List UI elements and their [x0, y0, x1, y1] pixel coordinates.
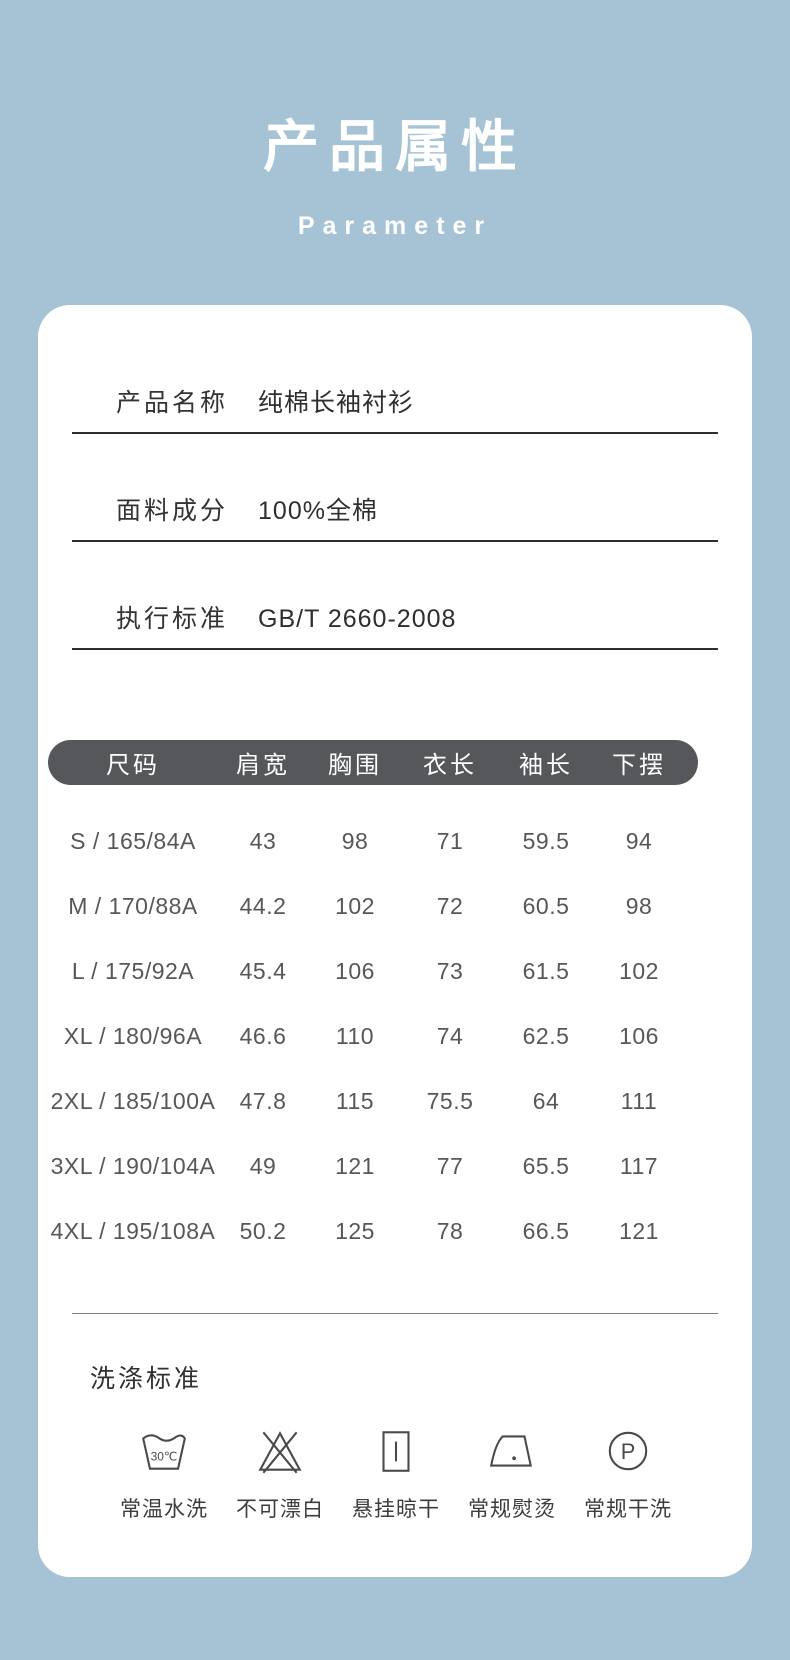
cell: 111	[620, 1088, 658, 1114]
cell: 74	[436, 1023, 464, 1049]
cell: 60.5	[522, 893, 570, 919]
cell-size: L / 175/92A	[71, 958, 195, 984]
dry-clean-icon: P	[602, 1425, 654, 1477]
cell: 98	[625, 893, 653, 919]
product-info-section: 产品名称 纯棉长袖衬衫 面料成分 100%全棉 执行标准 GB/T 2660-2…	[38, 305, 752, 650]
cell: 75.5	[426, 1088, 474, 1114]
cell: 46.6	[239, 1023, 287, 1049]
wash-label: 常规干洗	[584, 1498, 672, 1521]
cell: 121	[335, 1153, 375, 1179]
table-row: 4XL / 195/108A 50.2 125 78 66.5 121	[48, 1199, 698, 1264]
cell: 71	[436, 828, 464, 854]
cell-size: 2XL / 185/100A	[50, 1088, 216, 1114]
cell-size: XL / 180/96A	[63, 1023, 203, 1049]
table-row: L / 175/92A 45.4 106 73 61.5 102	[48, 939, 698, 1004]
no-bleach-icon	[254, 1425, 306, 1477]
col-size: 尺码	[106, 752, 160, 779]
cell: 98	[341, 828, 369, 854]
cell: 117	[619, 1153, 659, 1179]
cell: 115	[335, 1088, 375, 1114]
table-row: 3XL / 190/104A 49 121 77 65.5 117	[48, 1134, 698, 1199]
wash-item: 悬挂晾干	[338, 1425, 454, 1523]
washing-icons-row: 30℃ 常温水洗 不可漂白	[106, 1425, 686, 1523]
wash-label: 常规熨烫	[468, 1498, 556, 1521]
page-title: 产品属性	[263, 115, 527, 178]
col-chest: 胸围	[328, 752, 382, 779]
product-info-row: 产品名称 纯棉长袖衬衫	[72, 383, 718, 434]
size-table-header: 尺码 肩宽 胸围 衣长 袖长 下摆	[48, 740, 698, 785]
info-value: 纯棉长袖衬衫	[258, 389, 415, 417]
cell: 62.5	[522, 1023, 570, 1049]
cell: 47.8	[239, 1088, 287, 1114]
cell: 94	[625, 828, 653, 854]
cell: 73	[436, 958, 464, 984]
page-subtitle: Parameter	[297, 212, 493, 240]
table-row: XL / 180/96A 46.6 110 74 62.5 106	[48, 1004, 698, 1069]
wash-temp-text: 30℃	[151, 1449, 178, 1463]
cell-size: 4XL / 195/108A	[50, 1218, 216, 1244]
col-hem: 下摆	[612, 752, 666, 779]
section-divider	[72, 1313, 718, 1314]
wash-label: 不可漂白	[236, 1498, 324, 1521]
table-row: M / 170/88A 44.2 102 72 60.5 98	[48, 874, 698, 939]
cell: 59.5	[522, 828, 570, 854]
cell: 102	[619, 958, 659, 984]
cell: 106	[335, 958, 375, 984]
cell: 49	[249, 1153, 277, 1179]
iron-icon	[486, 1425, 538, 1477]
hang-dry-icon	[370, 1425, 422, 1477]
size-table: 尺码 肩宽 胸围 衣长 袖长 下摆 S / 165/84A 43 98 71 5…	[38, 740, 752, 1264]
dry-clean-letter: P	[621, 1439, 636, 1464]
cell: 78	[436, 1218, 464, 1244]
cell: 64	[532, 1088, 560, 1114]
table-row: S / 165/84A 43 98 71 59.5 94	[48, 809, 698, 874]
product-card: 产品名称 纯棉长袖衬衫 面料成分 100%全棉 执行标准 GB/T 2660-2…	[38, 305, 752, 1577]
product-info-row: 执行标准 GB/T 2660-2008	[72, 599, 718, 650]
info-value: GB/T 2660-2008	[258, 605, 457, 633]
table-row: 2XL / 185/100A 47.8 115 75.5 64 111	[48, 1069, 698, 1134]
info-label: 面料成分	[116, 497, 229, 525]
wash-item: P 常规干洗	[570, 1425, 686, 1523]
info-value: 100%全棉	[258, 497, 378, 525]
cell: 66.5	[522, 1218, 570, 1244]
product-info-row: 面料成分 100%全棉	[72, 491, 718, 542]
wash-30c-icon: 30℃	[138, 1425, 190, 1477]
cell: 106	[619, 1023, 659, 1049]
wash-item: 不可漂白	[222, 1425, 338, 1523]
col-sleeve: 袖长	[519, 752, 573, 779]
cell: 45.4	[239, 958, 287, 984]
wash-label: 悬挂晾干	[352, 1498, 440, 1521]
wash-item: 30℃ 常温水洗	[106, 1425, 222, 1523]
col-shoulder: 肩宽	[236, 752, 290, 779]
washing-heading: 洗涤标准	[90, 1365, 203, 1393]
cell: 44.2	[239, 893, 287, 919]
cell: 77	[436, 1153, 464, 1179]
size-table-body: S / 165/84A 43 98 71 59.5 94 M / 170/88A…	[48, 809, 698, 1264]
wash-label: 常温水洗	[120, 1498, 208, 1521]
cell: 43	[249, 828, 277, 854]
cell: 65.5	[522, 1153, 570, 1179]
cell-size: 3XL / 190/104A	[50, 1153, 216, 1179]
info-label: 产品名称	[116, 389, 229, 417]
cell: 61.5	[522, 958, 570, 984]
cell: 125	[335, 1218, 375, 1244]
cell-size: S / 165/84A	[70, 828, 196, 854]
cell: 50.2	[239, 1218, 287, 1244]
cell: 121	[619, 1218, 659, 1244]
cell: 110	[335, 1023, 375, 1049]
cell: 72	[436, 893, 464, 919]
cell-size: M / 170/88A	[68, 893, 198, 919]
col-length: 衣长	[423, 752, 477, 779]
cell: 102	[335, 893, 375, 919]
wash-item: 常规熨烫	[454, 1425, 570, 1523]
hero-section: 产品属性 Parameter	[0, 0, 790, 241]
info-label: 执行标准	[116, 605, 229, 633]
